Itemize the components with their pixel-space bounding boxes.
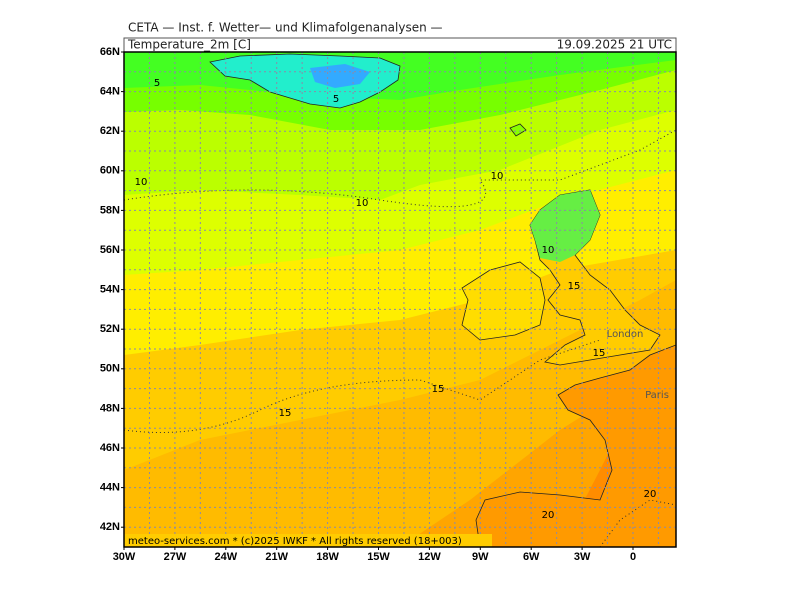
- contour-label: 5: [333, 94, 339, 105]
- lon-label: 3W: [574, 551, 591, 563]
- lat-label: 44N: [100, 482, 120, 494]
- lon-label: 15W: [367, 551, 390, 563]
- contour-label: 20: [542, 510, 555, 521]
- map-field: 5 5 10 10 10 10 15 15 15 15 20 20 London Paris meteo-…: [124, 52, 676, 547]
- contour-label: 20: [644, 489, 657, 500]
- contour-label: 10: [542, 245, 555, 256]
- map-frame: [123, 51, 677, 548]
- place-label: Paris: [645, 390, 669, 401]
- lon-label: 9W: [472, 551, 489, 563]
- lat-label: 48N: [100, 402, 120, 414]
- lat-label: 64N: [100, 86, 120, 98]
- lat-label: 56N: [100, 244, 120, 256]
- isotherm: [599, 499, 676, 547]
- isotherm: [124, 129, 676, 208]
- lon-label: 0: [630, 551, 636, 563]
- contour-label: 10: [491, 171, 504, 182]
- lon-label: 30W: [113, 551, 136, 563]
- footer-box: [124, 534, 492, 547]
- lon-label: 6W: [523, 551, 540, 563]
- isotherm: [124, 339, 601, 433]
- lon-label: 18W: [316, 551, 339, 563]
- lon-label: 21W: [265, 551, 288, 563]
- lat-label: 52N: [100, 323, 120, 335]
- contour-label: 15: [593, 348, 606, 359]
- lat-label: 62N: [100, 125, 120, 137]
- lat-label: 46N: [100, 442, 120, 454]
- valid-time: 19.09.2025 21 UTC: [557, 38, 672, 52]
- ireland: [461, 261, 546, 341]
- contour-label: 10: [135, 177, 148, 188]
- lat-label: 42N: [100, 521, 120, 533]
- lat-label: 66N: [100, 46, 120, 58]
- lon-label: 24W: [214, 551, 237, 563]
- lat-label: 60N: [100, 165, 120, 177]
- lat-label: 54N: [100, 284, 120, 296]
- contour-label: 15: [279, 408, 292, 419]
- lat-label: 50N: [100, 363, 120, 375]
- contour-label: 5: [154, 78, 160, 89]
- iceland-cold: [310, 64, 370, 88]
- contour-label: 15: [432, 384, 445, 395]
- lon-label: 27W: [164, 551, 187, 563]
- lon-label: 12W: [418, 551, 441, 563]
- footer: meteo-services.com * (c)2025 IWKF * All …: [128, 536, 462, 547]
- contour-label: 15: [568, 281, 581, 292]
- place-label: London: [607, 329, 644, 340]
- faroe: [509, 123, 527, 137]
- lat-label: 58N: [100, 204, 120, 216]
- variable-title: Temperature_2m [C]: [127, 38, 251, 52]
- contour-label: 10: [356, 198, 369, 209]
- continent: [475, 344, 676, 547]
- institute-title: CETA — Inst. f. Wetter— und Klimafolgena…: [128, 21, 443, 35]
